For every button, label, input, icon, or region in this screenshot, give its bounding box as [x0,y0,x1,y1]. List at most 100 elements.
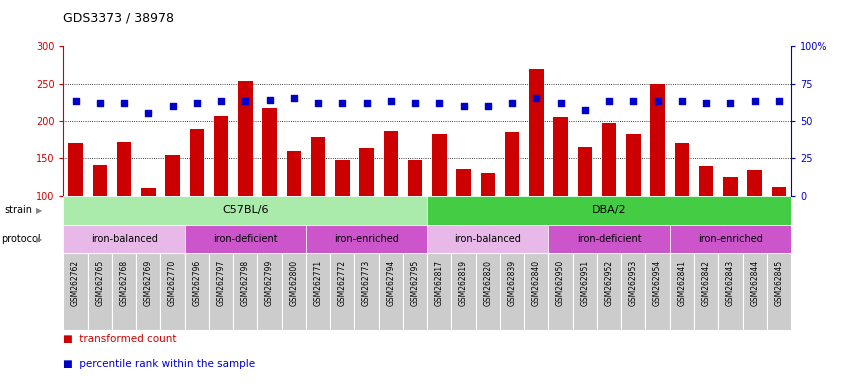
Bar [63,225,184,253]
Point [457,103,470,109]
Text: DBA/2: DBA/2 [592,205,626,215]
Point [772,98,786,104]
Point [336,100,349,106]
Bar [161,253,184,330]
Text: GSM262768: GSM262768 [119,260,129,306]
Bar [306,253,330,330]
Bar [310,137,326,196]
Text: iron-balanced: iron-balanced [91,234,157,244]
Text: GSM262953: GSM262953 [629,260,638,306]
Text: GSM262771: GSM262771 [314,260,322,306]
Point [141,111,155,117]
Text: C57BL/6: C57BL/6 [222,205,268,215]
Text: GSM262842: GSM262842 [701,260,711,306]
Point [602,98,616,104]
Bar [718,253,743,330]
Bar [621,253,645,330]
Text: iron-deficient: iron-deficient [577,234,641,244]
Bar [92,165,107,196]
Bar [262,108,277,196]
Bar [651,83,665,196]
Bar [238,81,253,196]
Bar [306,225,427,253]
Bar [379,253,403,330]
Bar [427,253,452,330]
Point [748,98,761,104]
Bar [63,253,88,330]
Bar [743,253,766,330]
Point [530,95,543,101]
Point [311,100,325,106]
Bar [432,134,447,196]
Bar [505,132,519,196]
Bar [141,188,156,196]
Bar [674,143,689,196]
Bar [645,253,670,330]
Text: GSM262820: GSM262820 [483,260,492,306]
Bar [184,253,209,330]
Point [627,98,640,104]
Bar [408,160,422,196]
Bar [766,253,791,330]
Text: ■  transformed count: ■ transformed count [63,334,177,344]
Point [384,98,398,104]
Text: GSM262769: GSM262769 [144,260,153,306]
Text: GSM262800: GSM262800 [289,260,299,306]
Text: ▶: ▶ [36,235,43,243]
Bar [481,174,495,196]
Bar [475,253,500,330]
Bar [209,253,233,330]
Text: GSM262799: GSM262799 [265,260,274,306]
Point [239,98,252,104]
Text: GSM262797: GSM262797 [217,260,226,306]
Text: GSM262794: GSM262794 [387,260,395,306]
Bar [233,253,257,330]
Bar [548,253,573,330]
Bar [427,225,548,253]
Bar [214,116,228,196]
Text: GSM262841: GSM262841 [678,260,686,306]
Bar [670,225,791,253]
Text: protocol: protocol [1,234,41,244]
Text: GSM262845: GSM262845 [774,260,783,306]
Bar [282,253,306,330]
Bar [529,68,544,196]
Text: GSM262773: GSM262773 [362,260,371,306]
Point [505,100,519,106]
Point [578,108,591,114]
Text: strain: strain [4,205,32,215]
Text: GSM262819: GSM262819 [459,260,468,306]
Point [554,100,568,106]
Text: GSM262839: GSM262839 [508,260,517,306]
Point [118,100,131,106]
Text: iron-deficient: iron-deficient [213,234,277,244]
Bar [190,129,204,196]
Bar [670,253,694,330]
Bar [456,169,471,196]
Bar [257,253,282,330]
Text: GSM262795: GSM262795 [410,260,420,306]
Bar [747,170,762,196]
Bar [354,253,379,330]
Point [93,100,107,106]
Bar [626,134,640,196]
Text: GSM262951: GSM262951 [580,260,590,306]
Point [263,97,277,103]
Text: GSM262954: GSM262954 [653,260,662,306]
Bar [117,142,131,196]
Point [214,98,228,104]
Bar [383,131,398,196]
Bar [772,187,786,196]
Bar [335,160,349,196]
Bar [452,253,475,330]
Text: GSM262765: GSM262765 [96,260,104,306]
Text: GSM262798: GSM262798 [241,260,250,306]
Text: iron-balanced: iron-balanced [454,234,521,244]
Text: ▶: ▶ [36,206,43,215]
Bar [548,225,670,253]
Text: GSM262817: GSM262817 [435,260,444,306]
Bar [88,253,112,330]
Text: GSM262843: GSM262843 [726,260,735,306]
Bar [403,253,427,330]
Bar [525,253,548,330]
